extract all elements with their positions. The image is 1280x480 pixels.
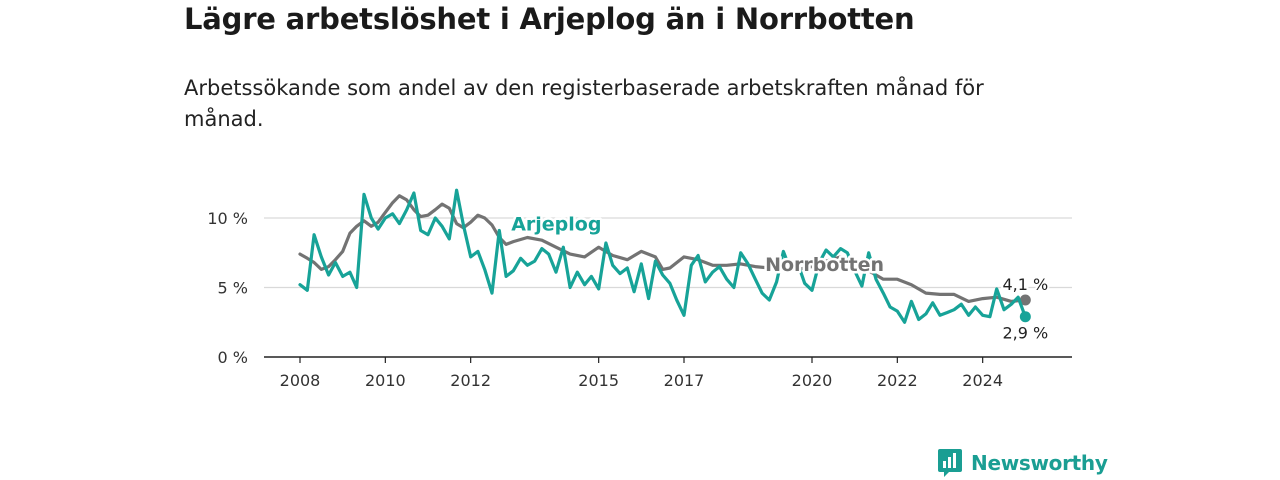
end-value-label-arjeplog: 2,9 % — [1002, 324, 1048, 343]
brand-name: Newsworthy — [971, 451, 1108, 475]
y-axis: 0 % 5 % 10 % — [207, 209, 248, 367]
x-tick-label: 2024 — [962, 371, 1003, 390]
grid-lines — [264, 217, 1072, 289]
x-tick-label: 2012 — [450, 371, 491, 390]
newsworthy-logo-icon — [938, 449, 962, 477]
end-point-arjeplog — [1019, 311, 1031, 323]
chart-subtitle: Arbetssökande som andel av den registerb… — [184, 76, 984, 131]
x-tick-label: 2010 — [365, 371, 406, 390]
y-tick-label: 5 % — [218, 279, 248, 298]
x-tick-label: 2015 — [578, 371, 619, 390]
x-axis: 2008 2010 2012 2015 2017 2020 2022 2024 — [264, 356, 1072, 390]
x-tick-label: 2017 — [664, 371, 705, 390]
y-tick-label: 10 % — [207, 209, 248, 228]
x-tick-label: 2020 — [792, 371, 833, 390]
series-labels: Norrbotten Arjeplog 4,1 % 2,9 % — [509, 211, 1051, 345]
series-lines — [298, 188, 1031, 324]
y-tick-label: 0 % — [218, 348, 248, 367]
series-label-arjeplog: Arjeplog — [511, 214, 601, 236]
series-line-norrbotten — [298, 194, 1027, 303]
end-value-label-norrbotten: 4,1 % — [1002, 275, 1048, 294]
series-label-norrbotten: Norrbotten — [765, 254, 884, 276]
series-line-arjeplog — [298, 188, 1027, 324]
x-tick-label: 2008 — [280, 371, 321, 390]
x-tick-label: 2022 — [877, 371, 918, 390]
end-point-norrbotten — [1019, 294, 1031, 306]
brand-logo: Newsworthy — [937, 448, 1108, 478]
chart-title: Lägre arbetslöshet i Arjeplog än i Norrb… — [184, 2, 915, 36]
